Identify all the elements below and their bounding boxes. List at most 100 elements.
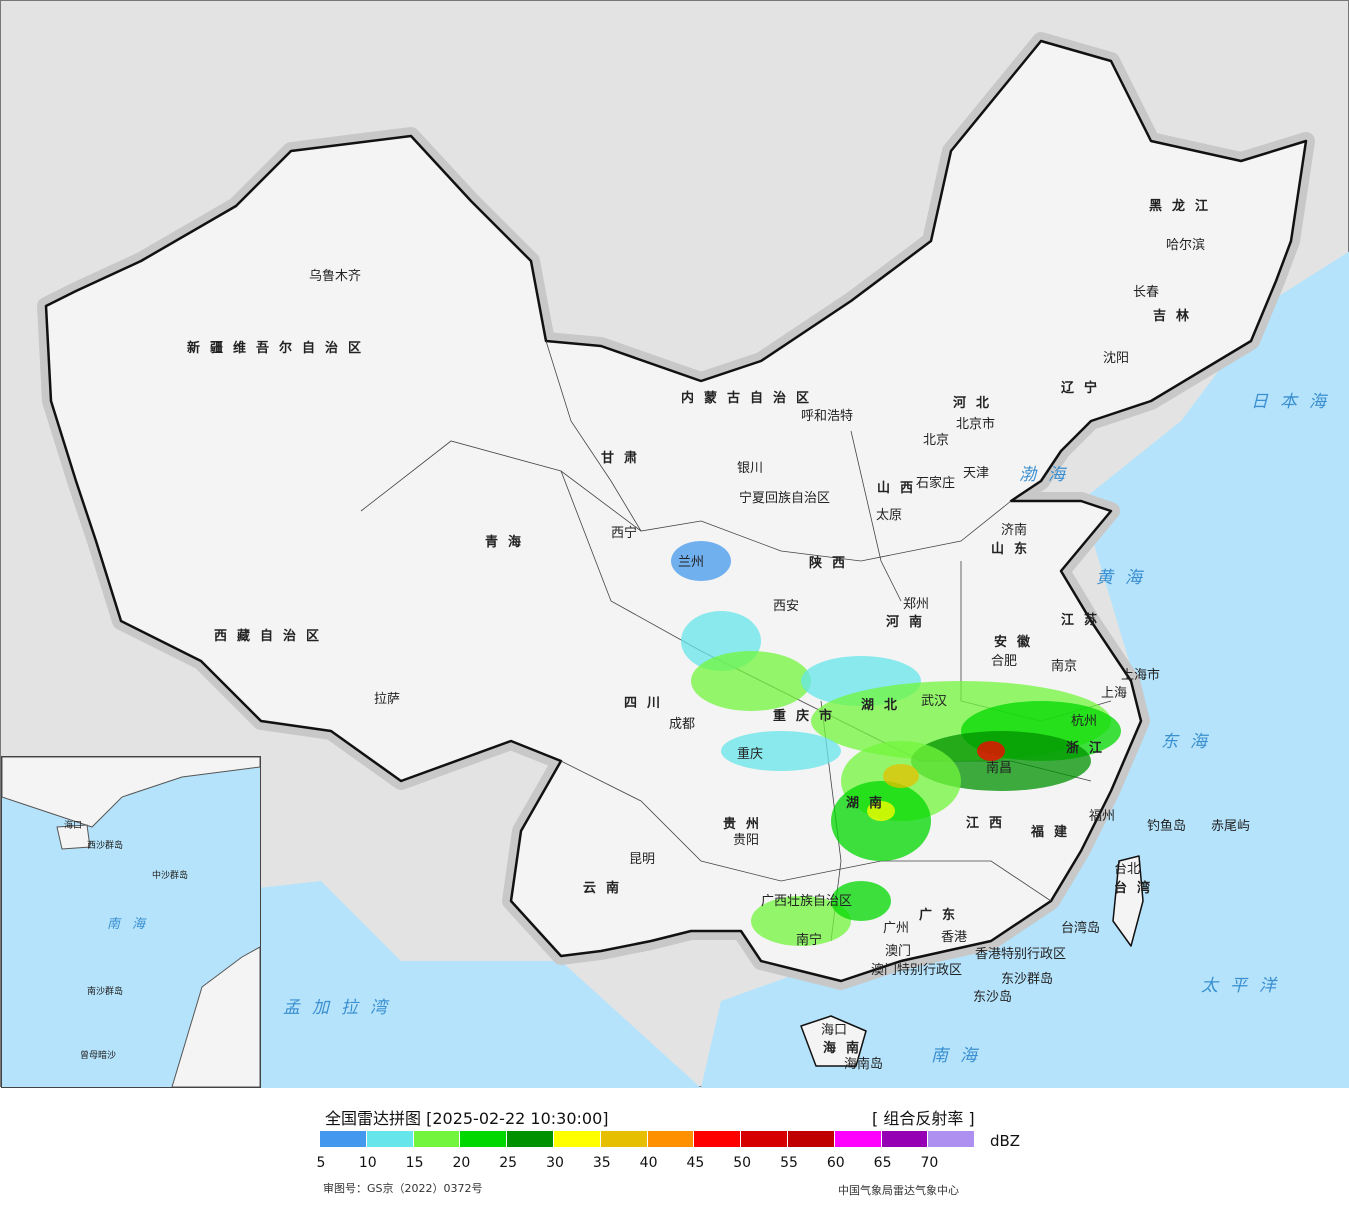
- province-boundary: [850, 430, 902, 602]
- radar-echo: [867, 801, 895, 821]
- region-label: 新疆维吾尔自治区: [187, 341, 372, 356]
- inset-canvas: [2, 757, 260, 1087]
- city-label: 海南岛: [844, 1057, 884, 1072]
- color-swatch: [647, 1131, 694, 1147]
- province-boundary: [360, 440, 642, 532]
- region-label: 安徽: [994, 635, 1041, 650]
- inset-label: 曾母暗沙: [80, 1051, 117, 1061]
- region-label: 山东: [991, 542, 1038, 557]
- province-boundary: [560, 470, 702, 652]
- city-label: 台湾岛: [1061, 921, 1101, 936]
- sea-label: 日本海: [1251, 392, 1338, 412]
- city-label: 天津: [963, 466, 990, 481]
- city-label: 杭州: [1071, 714, 1098, 729]
- city-label: 乌鲁木齐: [309, 269, 362, 284]
- sea-label: 孟加拉湾: [283, 998, 399, 1018]
- region-label: 台湾: [1114, 881, 1161, 896]
- color-swatch: [834, 1131, 881, 1147]
- color-swatch: [460, 1131, 507, 1147]
- city-label: 上海: [1101, 686, 1128, 701]
- city-label: 赤尾屿: [1211, 819, 1251, 834]
- city-label: 长春: [1133, 285, 1160, 300]
- color-swatch: [928, 1131, 975, 1147]
- region-label: 西藏自治区: [214, 629, 330, 644]
- radar-echo: [691, 651, 811, 711]
- city-label: 台北: [1114, 862, 1141, 877]
- legend-tick: 25: [499, 1155, 518, 1171]
- city-label: 沈阳: [1103, 351, 1130, 366]
- sea-label: 黄海: [1096, 568, 1154, 588]
- bay-of-bengal: [231, 881, 701, 1088]
- city-label: 海口: [821, 1023, 848, 1038]
- inset-label: 中沙群岛: [152, 871, 189, 881]
- city-label: 呼和浩特: [801, 409, 854, 424]
- city-label: 香港特别行政区: [975, 947, 1067, 962]
- region-label: 江西: [966, 816, 1013, 831]
- region-label: 浙江: [1066, 741, 1113, 756]
- color-swatch: [600, 1131, 647, 1147]
- region-label: 贵州: [723, 817, 770, 832]
- region-label: 陕西: [809, 556, 856, 571]
- city-label: 昆明: [629, 852, 656, 867]
- sea-label: 太平洋: [1201, 976, 1288, 996]
- legend-tick: 10: [358, 1155, 377, 1171]
- city-label: 济南: [1001, 523, 1028, 538]
- color-swatch: [554, 1131, 600, 1147]
- city-label: 南京: [1051, 659, 1078, 674]
- legend-tick: 20: [452, 1155, 471, 1171]
- city-label: 西宁: [611, 526, 638, 541]
- region-label: 海南: [823, 1041, 870, 1056]
- region-label: 甘肃: [601, 451, 648, 466]
- radar-echo: [721, 731, 841, 771]
- region-label: 云南: [583, 881, 630, 896]
- legend-tick: 15: [405, 1155, 424, 1171]
- city-label: 南宁: [796, 933, 823, 948]
- city-label: 贵阳: [733, 833, 760, 848]
- region-label: 湖北: [861, 698, 908, 713]
- legend-tick: 60: [826, 1155, 845, 1171]
- city-label: 郑州: [903, 597, 930, 612]
- product-name: [ 组合反射率 ]: [872, 1109, 975, 1128]
- city-label: 东沙群岛: [1001, 972, 1054, 987]
- city-label: 北京: [923, 433, 950, 448]
- city-label: 拉萨: [374, 692, 401, 707]
- color-swatch: [366, 1131, 413, 1147]
- city-label: 石家庄: [916, 476, 956, 491]
- city-label: 钓鱼岛: [1147, 819, 1187, 834]
- hainan-island: [800, 1015, 867, 1067]
- city-label: 澳门特别行政区: [871, 963, 963, 978]
- color-swatch: [320, 1131, 366, 1147]
- city-label: 上海市: [1121, 668, 1161, 683]
- city-label: 广西壮族自治区: [761, 894, 853, 909]
- legend-tick: 70: [920, 1155, 939, 1171]
- color-swatch: [507, 1131, 553, 1147]
- city-label: 成都: [669, 717, 696, 732]
- sea-label: 南海: [931, 1046, 989, 1066]
- ocean: [701, 251, 1349, 1088]
- sea-label: 渤海: [1019, 465, 1077, 485]
- region-label: 黑龙江: [1149, 199, 1219, 214]
- radar-echo: [977, 741, 1005, 761]
- city-label: 兰州: [678, 555, 705, 570]
- map-canvas: [37, 32, 1349, 1088]
- radar-echo: [751, 896, 851, 946]
- inset-label: 海口: [64, 821, 83, 831]
- city-label: 重庆: [737, 747, 764, 762]
- legend-tick: 40: [639, 1155, 658, 1171]
- city-label: 广州: [883, 921, 910, 936]
- legend-tick: 30: [546, 1155, 564, 1171]
- legend-tick: 45: [686, 1155, 705, 1171]
- inset-label: 西沙群岛: [87, 841, 124, 851]
- province-boundary: [545, 340, 702, 532]
- region-label: 福建: [1031, 825, 1078, 840]
- city-label: 宁夏回族自治区: [739, 491, 831, 506]
- color-swatch: [694, 1131, 741, 1147]
- color-swatch: [413, 1131, 460, 1147]
- legend-title: 全国雷达拼图 [2025-02-22 10:30:00]: [325, 1109, 609, 1128]
- city-label: 哈尔滨: [1166, 238, 1206, 253]
- city-label: 合肥: [991, 654, 1018, 669]
- city-label: 太原: [876, 508, 903, 523]
- region-label: 吉林: [1153, 309, 1200, 324]
- legend-tick: 5: [316, 1155, 326, 1171]
- sea-label: 东海: [1161, 732, 1219, 752]
